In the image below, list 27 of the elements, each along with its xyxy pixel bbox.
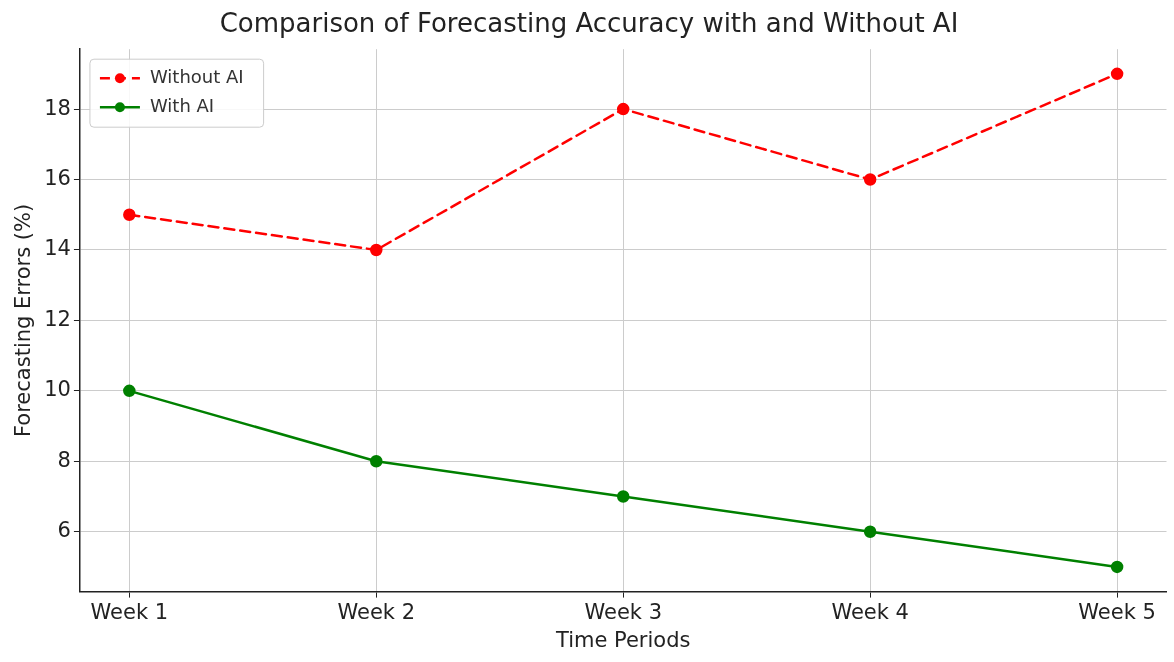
legend-label: Without AI	[149, 65, 244, 87]
point	[370, 243, 383, 257]
y-tick-label: 10	[44, 377, 71, 402]
point	[616, 490, 630, 503]
y-tick-label: 12	[44, 306, 71, 331]
legend-label: With AI	[149, 94, 215, 116]
point	[123, 208, 136, 221]
y-tick-label: 6	[57, 518, 71, 543]
x-tick-label: Week 1	[90, 599, 169, 624]
point	[616, 102, 630, 116]
y-tick-label: 18	[44, 95, 71, 120]
x-tick-label: Week 3	[584, 599, 662, 624]
x-tick-label: Week 4	[831, 599, 909, 624]
point	[1110, 67, 1124, 81]
y-tick-label: 14	[44, 236, 71, 261]
y-tick-label: 16	[44, 165, 71, 190]
y-tick-label: 8	[57, 447, 71, 472]
chart-title: Comparison of Forecasting Accuracy with and Without AI	[219, 8, 959, 39]
x-tick-label: Week 2	[337, 599, 416, 624]
point	[370, 455, 383, 468]
point	[863, 525, 877, 538]
x-tick-label: Week 5	[1078, 599, 1156, 624]
y-axis-title: Forecasting Errors (%)	[11, 203, 36, 437]
point	[123, 384, 136, 398]
x-axis-title: Time Periods	[554, 627, 691, 652]
point	[863, 173, 877, 186]
point	[1110, 560, 1124, 574]
